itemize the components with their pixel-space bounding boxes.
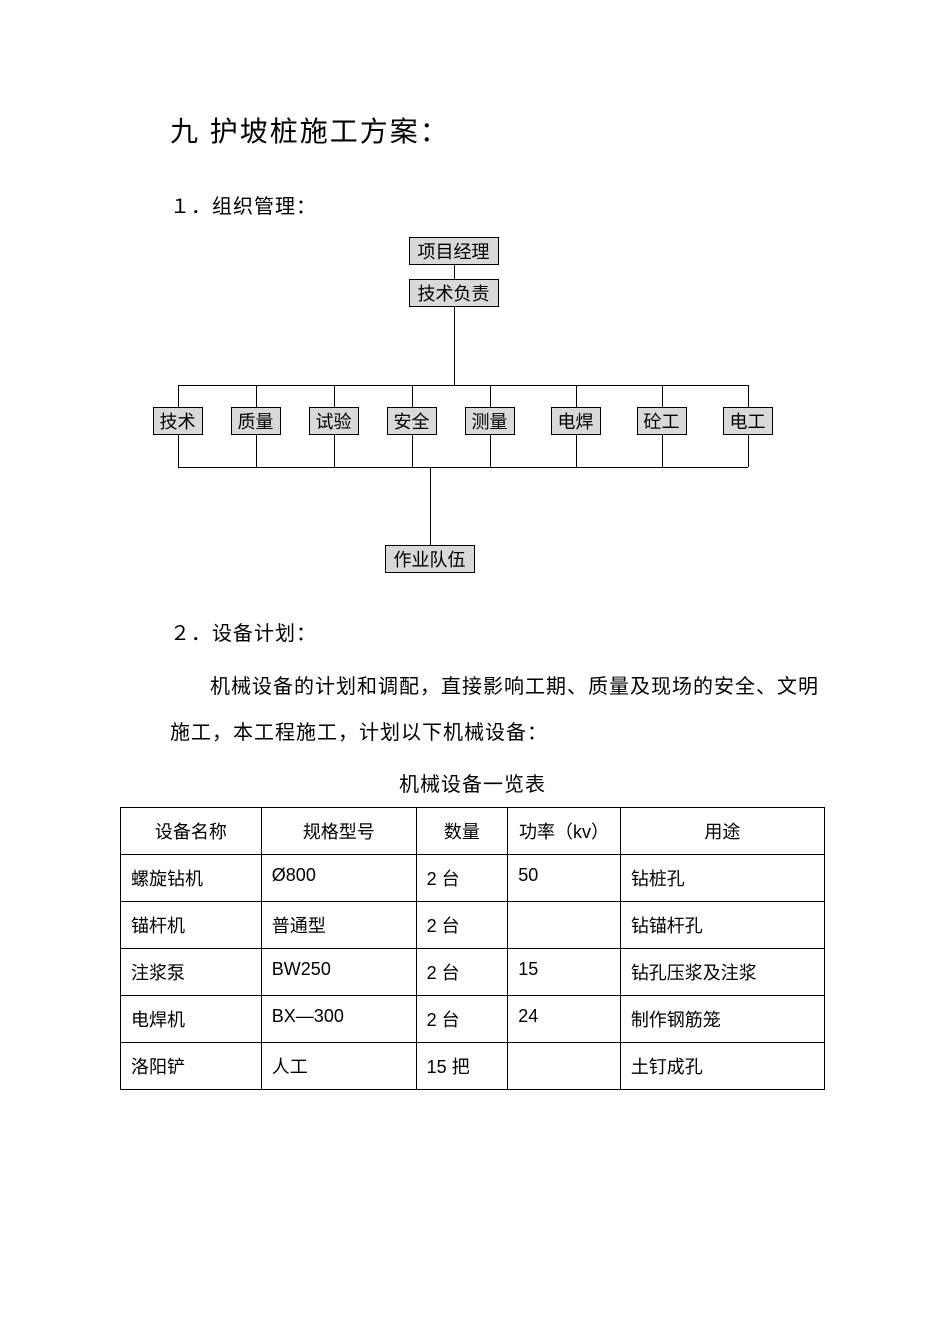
org-node-n1: 质量	[231, 407, 281, 435]
org-node-n5: 电焊	[551, 407, 601, 435]
section2-paragraph: 机械设备的计划和调配，直接影响工期、质量及现场的安全、文明施工，本工程施工，计划…	[170, 664, 825, 756]
org-line	[662, 385, 663, 407]
org-node-n6: 砼工	[637, 407, 687, 435]
table-title: 机械设备一览表	[120, 768, 825, 797]
table-cell: 电焊机	[121, 996, 262, 1043]
equipment-table: 设备名称规格型号数量功率（kv）用途螺旋钻机Ø8002 台50钻桩孔锚杆机普通型…	[120, 807, 825, 1090]
org-line	[430, 467, 431, 545]
table-cell: 15	[508, 949, 621, 996]
org-node-n3: 安全	[387, 407, 437, 435]
org-line	[748, 385, 749, 407]
org-line	[490, 385, 491, 407]
org-line	[576, 385, 577, 407]
table-row: 电焊机BX—3002 台24制作钢筋笼	[121, 996, 825, 1043]
org-line	[490, 435, 491, 467]
org-line	[178, 467, 748, 468]
table-header: 规格型号	[261, 808, 416, 855]
org-node-n7: 电工	[723, 407, 773, 435]
org-node-n4: 测量	[465, 407, 515, 435]
org-line	[178, 435, 179, 467]
table-cell: 2 台	[416, 949, 508, 996]
table-cell: 土钉成孔	[620, 1043, 824, 1090]
table-header: 设备名称	[121, 808, 262, 855]
table-header: 数量	[416, 808, 508, 855]
table-cell: 洛阳铲	[121, 1043, 262, 1090]
org-node-tech_lead: 技术负责	[409, 279, 499, 307]
table-cell	[508, 902, 621, 949]
page-title: 九 护坡桩施工方案：	[170, 110, 825, 150]
table-row: 注浆泵BW2502 台15钻孔压浆及注浆	[121, 949, 825, 996]
table-cell: 人工	[261, 1043, 416, 1090]
org-node-n2: 试验	[309, 407, 359, 435]
table-cell: 2 台	[416, 996, 508, 1043]
org-line	[454, 265, 455, 279]
table-cell: 2 台	[416, 855, 508, 902]
org-line	[178, 385, 179, 407]
table-cell: 2 台	[416, 902, 508, 949]
section2-heading: ２．设备计划：	[170, 617, 825, 646]
section1-heading: １．组织管理：	[170, 190, 825, 219]
table-row: 锚杆机普通型2 台 钻锚杆孔	[121, 902, 825, 949]
org-line	[334, 435, 335, 467]
table-cell: 制作钢筋笼	[620, 996, 824, 1043]
table-cell	[508, 1043, 621, 1090]
table-cell: 钻桩孔	[620, 855, 824, 902]
org-line	[412, 435, 413, 467]
org-node-n0: 技术	[153, 407, 203, 435]
table-header: 功率（kv）	[508, 808, 621, 855]
table-cell: Ø800	[261, 855, 416, 902]
org-node-crew: 作业队伍	[385, 545, 475, 573]
table-cell: BX—300	[261, 996, 416, 1043]
org-line	[748, 435, 749, 467]
table-cell: 注浆泵	[121, 949, 262, 996]
table-header: 用途	[620, 808, 824, 855]
org-line	[256, 385, 257, 407]
table-row: 螺旋钻机Ø8002 台50钻桩孔	[121, 855, 825, 902]
table-cell: 普通型	[261, 902, 416, 949]
org-chart: 项目经理技术负责技术质量试验安全测量 电焊 砼工 电工作业队伍	[123, 237, 823, 587]
org-line	[334, 385, 335, 407]
table-row: 洛阳铲人工15 把 土钉成孔	[121, 1043, 825, 1090]
table-cell: BW250	[261, 949, 416, 996]
table-cell: 钻孔压浆及注浆	[620, 949, 824, 996]
table-cell: 50	[508, 855, 621, 902]
table-cell: 24	[508, 996, 621, 1043]
table-cell: 锚杆机	[121, 902, 262, 949]
org-line	[576, 435, 577, 467]
org-line	[412, 385, 413, 407]
org-node-pm: 项目经理	[409, 237, 499, 265]
org-line	[454, 307, 455, 385]
table-cell: 钻锚杆孔	[620, 902, 824, 949]
table-cell: 15 把	[416, 1043, 508, 1090]
table-cell: 螺旋钻机	[121, 855, 262, 902]
org-line	[662, 435, 663, 467]
org-line	[256, 435, 257, 467]
